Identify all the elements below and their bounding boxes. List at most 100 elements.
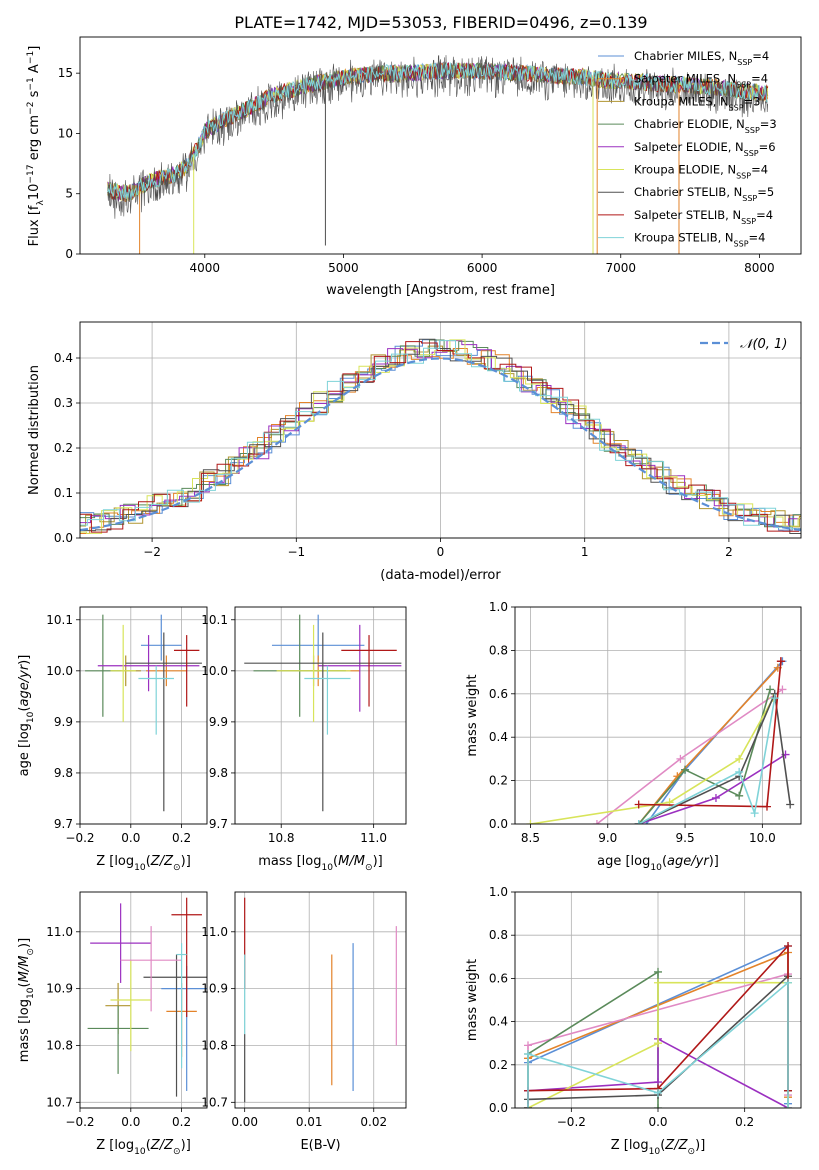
x-tick-label: 6000 — [467, 261, 498, 275]
label-part: 10 — [321, 863, 333, 873]
label-part: −1 — [26, 77, 36, 90]
y-tick-label: 10.9 — [46, 982, 73, 996]
label-part: −1 — [26, 51, 36, 64]
x-tick-label: 0.0 — [648, 1115, 667, 1129]
weight-marker — [784, 1104, 792, 1108]
mass_weight_vs_age-plot-area — [526, 657, 795, 824]
x-tick-label: 0.00 — [231, 1115, 258, 1129]
mass_weight_vs_Z-panel: −0.2 0.0 0.2 0.0 0.2 0.4 0.6 0.8 1.0 Z [log10(Z/Z… — [465, 885, 802, 1157]
y-tick-label: 10.8 — [201, 1038, 228, 1052]
x-tick-label: 0.0 — [121, 831, 140, 845]
y-tick-label: 0.4 — [489, 730, 508, 744]
spectrum-panel: 4000 5000 6000 7000 8000 0 5 10 15 Chabrier MILES… — [26, 36, 802, 298]
x-tick-label: 0.2 — [735, 1115, 754, 1129]
x-tick-label: −1 — [287, 545, 305, 559]
y-tick-label: 0.6 — [489, 971, 508, 985]
label-part: )] — [17, 938, 32, 948]
label-part: ⊙ — [26, 948, 36, 956]
legend-suffix: =4 — [752, 49, 769, 63]
label-part: Flux [f — [27, 205, 42, 246]
label-part: Z [log — [611, 1138, 649, 1153]
legend-sub: SSP — [744, 148, 759, 157]
y-tick-label: 11.0 — [201, 925, 228, 939]
mass_vs_Z-plot-area — [87, 897, 207, 1097]
label-part: 10 — [134, 863, 146, 873]
label-part: 10 — [26, 987, 36, 999]
label-part: 10 — [27, 184, 42, 201]
weight-marker — [735, 754, 744, 763]
weight-marker — [786, 800, 795, 809]
label-part: A — [27, 64, 42, 77]
x-tick-label: 11.0 — [360, 831, 387, 845]
label-part: ( — [662, 854, 667, 869]
legend-entry: 𝒩(0, 1) — [740, 337, 787, 352]
y-tick-label: 11.0 — [46, 925, 73, 939]
y-tick-label: 9.7 — [209, 817, 228, 831]
y-tick-label: 0.1 — [54, 486, 73, 500]
y-tick-label: 5 — [65, 187, 73, 201]
label-part: 10 — [649, 1147, 661, 1157]
x-tick-label: −0.2 — [557, 1115, 586, 1129]
legend-suffix: =5 — [757, 185, 774, 199]
weight-line — [638, 697, 776, 824]
label-part: 10 — [134, 1147, 146, 1157]
weight-marker — [735, 791, 744, 800]
y-axis-label: Flux [fλ10−17 erg cm−2 s−1 A−1] — [26, 46, 46, 247]
legend-suffix: =3 — [744, 94, 761, 108]
label-part: )] — [181, 1138, 191, 1153]
legend-text: Kroupa ELODIE, N — [634, 163, 736, 177]
label-part: ( — [146, 854, 151, 869]
y-tick-label: 0.8 — [489, 643, 508, 657]
weight-marker — [711, 793, 720, 802]
mass_vs_Z-frame — [79, 891, 208, 1109]
label-part: ( — [17, 706, 32, 711]
label-part: 10 — [26, 711, 36, 723]
legend-text: Salpeter ELODIE, N — [634, 140, 744, 154]
weight-marker — [762, 802, 771, 811]
label-part: M/M — [17, 956, 32, 983]
label-part: age [log — [597, 854, 650, 869]
legend-text: Chabrier STELIB, N — [634, 185, 742, 199]
age_vs_mass-panel: 10.8 11.0 9.7 9.8 9.9 10.0 10.1 mass [log10(M/M… — [201, 606, 407, 873]
label-part: ⊙ — [688, 1147, 696, 1157]
legend-entry: Kroupa MILES, NSSP=3 — [634, 94, 760, 112]
weight-marker — [592, 820, 601, 824]
y-tick-label: 0.0 — [54, 531, 73, 545]
label-part: ⊙ — [173, 863, 181, 873]
y-tick-label: 10.9 — [201, 982, 228, 996]
weight-marker — [524, 1050, 532, 1058]
y-tick-label: 10.1 — [201, 613, 228, 627]
weight-marker — [526, 820, 535, 824]
y-tick-label: 10.0 — [46, 664, 73, 678]
mass_vs_ebv-plot-area — [244, 897, 397, 1103]
label-part: )] — [373, 854, 383, 869]
x-tick-label: 0.01 — [296, 1115, 323, 1129]
x-axis-label: Z [log10(Z/Z⊙)] — [96, 1138, 191, 1157]
legend-sub: SSP — [741, 216, 756, 225]
x-tick-label: 5000 — [328, 261, 359, 275]
histogram-step — [80, 341, 801, 533]
age_vs_Z-plot-area — [85, 614, 202, 812]
weight-line — [530, 697, 774, 824]
mass_vs_Z-panel: −0.2 0.0 0.210.710.810.911.0Z [log10(Z/Z⊙)… — [17, 891, 208, 1157]
y-tick-label: 10 — [58, 126, 73, 140]
label-part: )] — [695, 1138, 705, 1153]
legend-suffix: =4 — [751, 163, 768, 177]
label-part: Z [log — [96, 1138, 134, 1153]
x-tick-label: 1 — [581, 545, 589, 559]
x-tick-label: 0 — [437, 545, 445, 559]
legend-sub: SSP — [729, 103, 744, 112]
y-tick-label: 10.7 — [201, 1095, 228, 1109]
x-axis-label: Z [log10(Z/Z⊙)] — [96, 854, 191, 873]
age_vs_mass-plot-area — [244, 614, 402, 812]
y-tick-label: 9.7 — [54, 817, 73, 831]
label-part: )] — [709, 854, 719, 869]
legend-sub: SSP — [734, 239, 749, 248]
weight-marker — [654, 978, 662, 987]
y-tick-label: 0.0 — [489, 817, 508, 831]
legend-sub: SSP — [745, 126, 760, 135]
label-part: ⊙ — [365, 863, 373, 873]
legend-sub: SSP — [736, 171, 751, 180]
label-part: )] — [17, 655, 32, 665]
x-tick-label: −0.2 — [65, 831, 94, 845]
